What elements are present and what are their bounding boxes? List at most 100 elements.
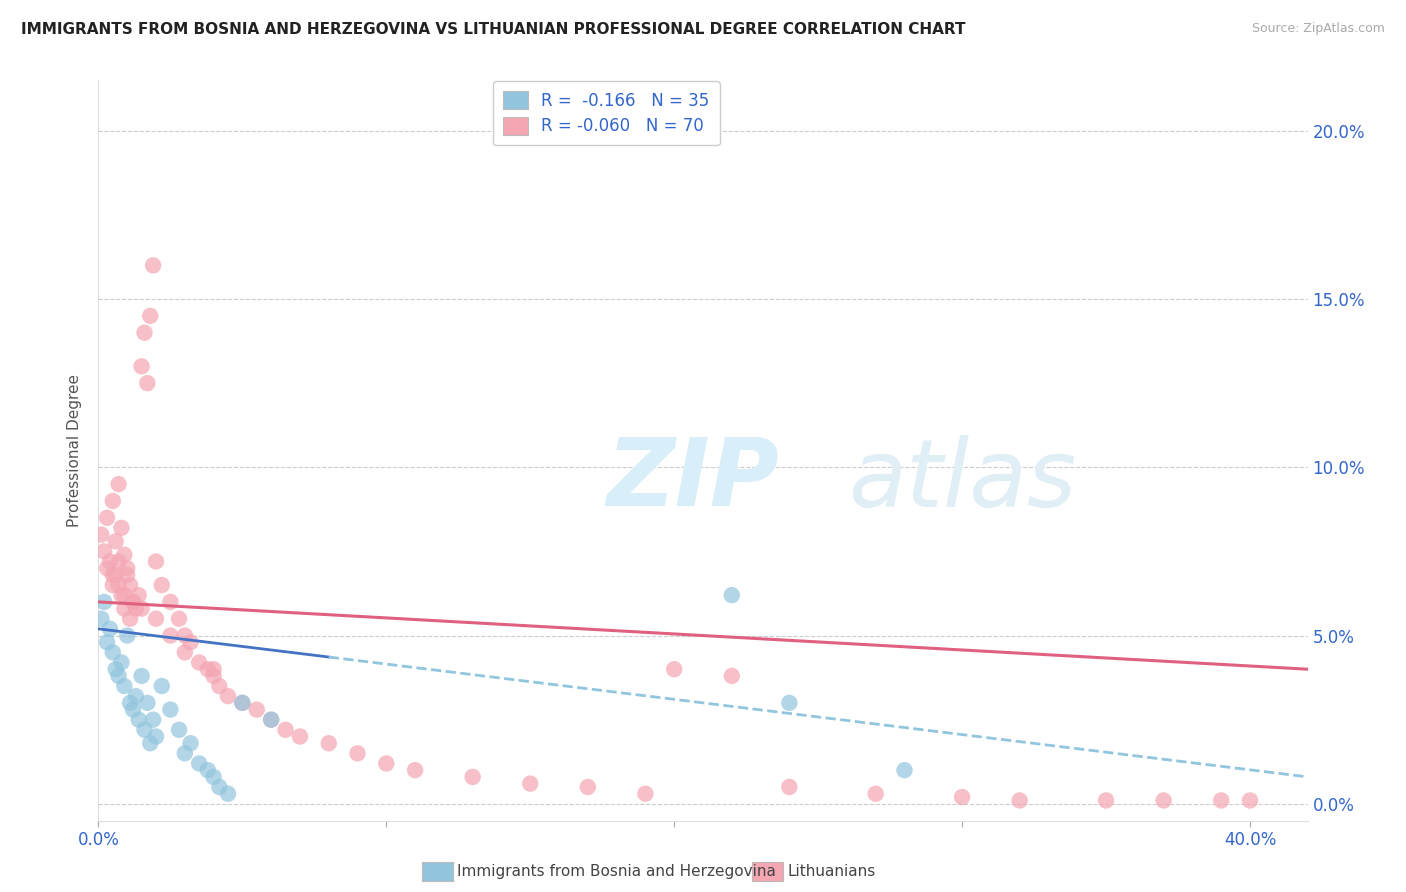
Point bbox=[101, 494, 124, 508]
Point bbox=[202, 669, 225, 683]
Point bbox=[112, 548, 135, 562]
Point bbox=[778, 780, 800, 794]
Point bbox=[139, 736, 162, 750]
Point bbox=[90, 612, 112, 626]
Point bbox=[720, 669, 742, 683]
Text: atlas: atlas bbox=[848, 434, 1077, 525]
Point bbox=[893, 763, 915, 777]
Point bbox=[720, 588, 742, 602]
Point bbox=[1211, 793, 1233, 807]
Text: Immigrants from Bosnia and Herzegovina: Immigrants from Bosnia and Herzegovina bbox=[457, 864, 776, 879]
Point bbox=[865, 787, 887, 801]
Point bbox=[112, 601, 135, 615]
Point bbox=[104, 662, 127, 676]
Point bbox=[145, 730, 167, 744]
Point bbox=[110, 656, 132, 670]
Point bbox=[131, 601, 153, 615]
Legend: R =  -0.166   N = 35, R = -0.060   N = 70: R = -0.166 N = 35, R = -0.060 N = 70 bbox=[494, 81, 720, 145]
Point bbox=[1008, 793, 1031, 807]
Point bbox=[145, 554, 167, 569]
Point bbox=[93, 595, 115, 609]
Point bbox=[197, 662, 219, 676]
Point bbox=[404, 763, 426, 777]
Point bbox=[778, 696, 800, 710]
Point bbox=[101, 578, 124, 592]
Point bbox=[125, 689, 148, 703]
Y-axis label: Professional Degree: Professional Degree bbox=[67, 374, 83, 527]
Point bbox=[128, 713, 150, 727]
Point bbox=[96, 561, 118, 575]
Point bbox=[112, 588, 135, 602]
Point bbox=[122, 595, 145, 609]
Point bbox=[260, 713, 283, 727]
Point bbox=[159, 703, 181, 717]
Point bbox=[115, 568, 138, 582]
Point bbox=[519, 776, 541, 791]
Point bbox=[120, 696, 142, 710]
Point bbox=[173, 628, 195, 642]
Point bbox=[288, 730, 311, 744]
Point bbox=[115, 628, 138, 642]
Point bbox=[96, 635, 118, 649]
Point bbox=[98, 554, 121, 569]
Point bbox=[159, 595, 181, 609]
Point bbox=[461, 770, 484, 784]
Point bbox=[260, 713, 283, 727]
Point bbox=[107, 578, 129, 592]
Point bbox=[173, 747, 195, 761]
Point bbox=[208, 780, 231, 794]
Point bbox=[1153, 793, 1175, 807]
Point bbox=[208, 679, 231, 693]
Point bbox=[107, 669, 129, 683]
Point bbox=[136, 696, 159, 710]
Point bbox=[93, 544, 115, 558]
Point bbox=[122, 703, 145, 717]
Text: ZIP: ZIP bbox=[606, 434, 779, 526]
Point bbox=[202, 770, 225, 784]
Point bbox=[1095, 793, 1118, 807]
Point bbox=[131, 359, 153, 374]
Point bbox=[231, 696, 253, 710]
Point bbox=[197, 763, 219, 777]
Point bbox=[150, 578, 173, 592]
Point bbox=[142, 713, 165, 727]
Point bbox=[104, 534, 127, 549]
Point bbox=[167, 612, 190, 626]
Text: Source: ZipAtlas.com: Source: ZipAtlas.com bbox=[1251, 22, 1385, 36]
Point bbox=[139, 309, 162, 323]
Point bbox=[136, 376, 159, 391]
Point bbox=[107, 554, 129, 569]
Point bbox=[159, 628, 181, 642]
Point bbox=[101, 568, 124, 582]
Point bbox=[173, 645, 195, 659]
Point bbox=[634, 787, 657, 801]
Point bbox=[112, 679, 135, 693]
Point bbox=[142, 259, 165, 273]
Point bbox=[125, 601, 148, 615]
Point bbox=[180, 736, 202, 750]
Point bbox=[188, 756, 211, 771]
Text: IMMIGRANTS FROM BOSNIA AND HERZEGOVINA VS LITHUANIAN PROFESSIONAL DEGREE CORRELA: IMMIGRANTS FROM BOSNIA AND HERZEGOVINA V… bbox=[21, 22, 966, 37]
Point bbox=[180, 635, 202, 649]
Point bbox=[110, 521, 132, 535]
Point bbox=[231, 696, 253, 710]
Text: Lithuanians: Lithuanians bbox=[787, 864, 876, 879]
Point bbox=[134, 723, 156, 737]
Point bbox=[375, 756, 398, 771]
Point bbox=[101, 645, 124, 659]
Point bbox=[98, 622, 121, 636]
Point bbox=[217, 689, 239, 703]
Point bbox=[110, 588, 132, 602]
Point bbox=[120, 578, 142, 592]
Point bbox=[246, 703, 269, 717]
Point bbox=[318, 736, 340, 750]
Point bbox=[346, 747, 368, 761]
Point bbox=[664, 662, 686, 676]
Point bbox=[217, 787, 239, 801]
Point bbox=[115, 561, 138, 575]
Point bbox=[150, 679, 173, 693]
Point bbox=[104, 568, 127, 582]
Point bbox=[576, 780, 599, 794]
Point bbox=[950, 790, 973, 805]
Point bbox=[145, 612, 167, 626]
